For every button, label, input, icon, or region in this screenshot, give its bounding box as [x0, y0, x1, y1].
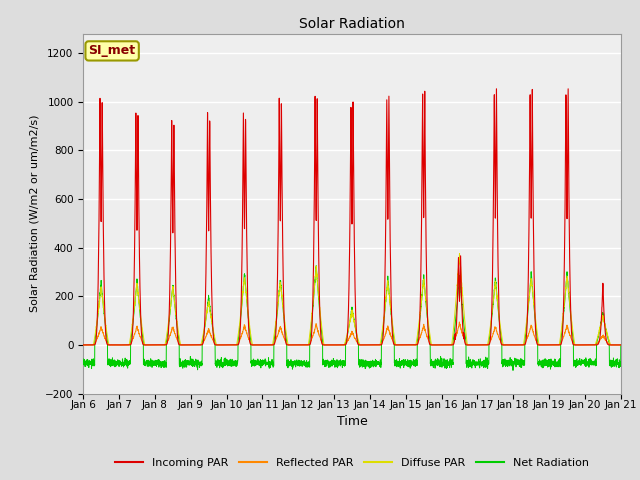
Y-axis label: Solar Radiation (W/m2 or um/m2/s): Solar Radiation (W/m2 or um/m2/s) [29, 115, 40, 312]
Title: Solar Radiation: Solar Radiation [299, 17, 405, 31]
X-axis label: Time: Time [337, 415, 367, 429]
Text: SI_met: SI_met [88, 44, 136, 58]
Legend: Incoming PAR, Reflected PAR, Diffuse PAR, Net Radiation: Incoming PAR, Reflected PAR, Diffuse PAR… [111, 453, 593, 472]
